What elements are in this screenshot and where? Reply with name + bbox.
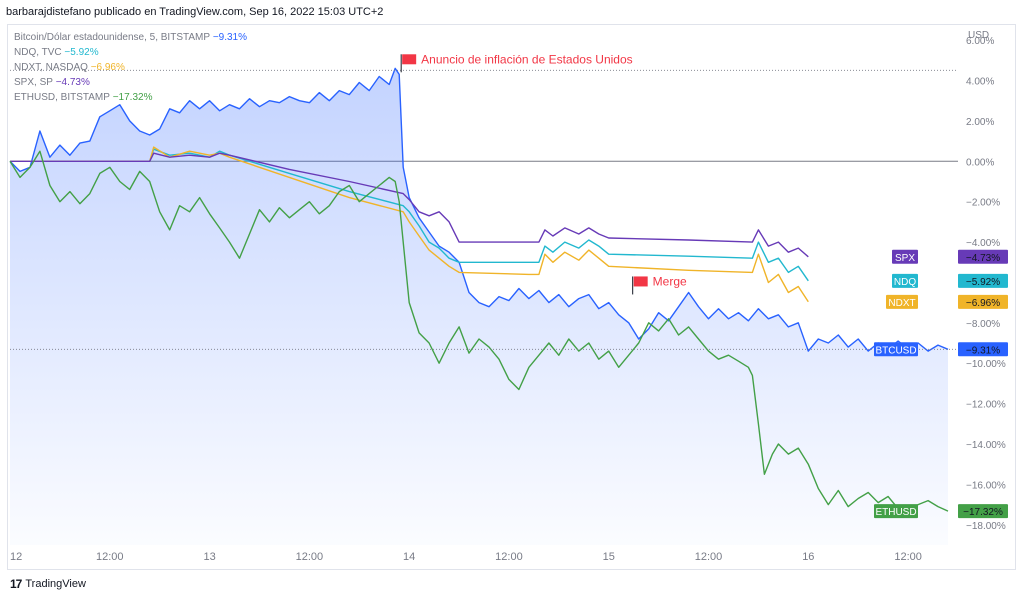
legend-value: −9.31% bbox=[212, 32, 248, 43]
last-value-tag-ndxt bbox=[958, 294, 1008, 309]
event-label: Merge bbox=[653, 274, 687, 288]
y-tick-label: 6.00% bbox=[966, 36, 994, 47]
last-name-tag-spx bbox=[892, 249, 918, 264]
legend-value: −17.32% bbox=[112, 92, 153, 103]
y-tick-label: −14.00% bbox=[966, 440, 1006, 451]
y-tick-label: −18.00% bbox=[966, 521, 1006, 532]
legend-row-ethusd[interactable]: ETHUSD, BITSTAMP −17.32% bbox=[14, 90, 247, 105]
legend-value: −5.92% bbox=[64, 47, 99, 58]
legend-row-spx[interactable]: SPX, SP −4.73% bbox=[14, 75, 247, 90]
last-name-label: NDXT bbox=[888, 298, 915, 309]
legend-value: −6.96% bbox=[90, 62, 125, 73]
legend-name: ETHUSD, BITSTAMP bbox=[14, 92, 110, 103]
series-line-spx bbox=[10, 152, 809, 258]
y-tick-label: 4.00% bbox=[966, 76, 994, 87]
last-name-tag-ndxt bbox=[886, 294, 918, 309]
last-value-label: −4.73% bbox=[966, 253, 1000, 264]
tradingview-logo-icon: 17 bbox=[10, 577, 22, 591]
legend-name: SPX, SP bbox=[14, 77, 53, 88]
last-value-tag-ndq bbox=[958, 273, 1008, 288]
last-value-label: −17.32% bbox=[963, 507, 1003, 518]
last-name-label: ETHUSD bbox=[875, 507, 916, 518]
last-value-tag-spx bbox=[958, 249, 1008, 264]
last-name-label: SPX bbox=[895, 253, 915, 264]
y-tick-label: −12.00% bbox=[966, 400, 1006, 411]
series-legend: Bitcoin/Dólar estadounidense, 5, BITSTAM… bbox=[14, 30, 247, 105]
y-tick-label: −16.00% bbox=[966, 480, 1006, 491]
chart-frame bbox=[7, 24, 1016, 570]
x-tick-label: 12:00 bbox=[894, 551, 922, 563]
x-tick-label: 12:00 bbox=[495, 551, 523, 563]
legend-name: Bitcoin/Dólar estadounidense, 5, BITSTAM… bbox=[14, 32, 211, 43]
y-tick-label: 0.00% bbox=[966, 157, 994, 168]
x-tick-label: 15 bbox=[603, 551, 615, 563]
event-flag-icon bbox=[402, 54, 417, 65]
series-area-btcusd bbox=[10, 68, 949, 546]
last-value-label: −5.92% bbox=[966, 277, 1000, 288]
legend-name: NDXT, NASDAQ bbox=[14, 62, 88, 73]
series-line-ndxt bbox=[10, 146, 809, 303]
y-axis-unit: USD bbox=[968, 30, 989, 41]
last-name-tag-ndq bbox=[892, 273, 918, 288]
last-value-label: −6.96% bbox=[966, 298, 1000, 309]
x-tick-label: 16 bbox=[802, 551, 814, 563]
x-tick-label: 12:00 bbox=[96, 551, 124, 563]
footer: 17 TradingView bbox=[10, 577, 86, 591]
event-label: Anuncio de inflación de Estados Unidos bbox=[421, 52, 632, 66]
x-tick-label: 13 bbox=[203, 551, 215, 563]
last-name-label: BTCUSD bbox=[875, 345, 916, 356]
last-value-label: −9.31% bbox=[966, 345, 1000, 356]
y-tick-label: 2.00% bbox=[966, 117, 994, 128]
publish-header: barbarajdistefano publicado en TradingVi… bbox=[6, 6, 384, 18]
y-tick-label: −8.00% bbox=[966, 319, 1000, 330]
legend-row-ndxt[interactable]: NDXT, NASDAQ −6.96% bbox=[14, 60, 247, 75]
last-name-tag-ethusd bbox=[874, 504, 918, 519]
legend-row-ndq[interactable]: NDQ, TVC −5.92% bbox=[14, 45, 247, 60]
y-tick-label: −2.00% bbox=[966, 198, 1000, 209]
legend-name: NDQ, TVC bbox=[14, 47, 62, 58]
last-name-label: NDQ bbox=[894, 277, 916, 288]
y-tick-label: −4.00% bbox=[966, 238, 1000, 249]
legend-row-btcusd[interactable]: Bitcoin/Dólar estadounidense, 5, BITSTAM… bbox=[14, 30, 247, 45]
last-value-tag-ethusd bbox=[958, 504, 1008, 519]
series-line-ethusd bbox=[9, 150, 949, 514]
last-name-tag-btcusd bbox=[874, 342, 918, 357]
legend-value: −4.73% bbox=[55, 77, 90, 88]
event-flag-icon bbox=[633, 276, 648, 287]
series-line-btcusd bbox=[9, 67, 949, 352]
x-tick-label: 12:00 bbox=[695, 551, 723, 563]
last-value-tag-btcusd bbox=[958, 342, 1008, 357]
x-tick-label: 12:00 bbox=[296, 551, 324, 563]
x-tick-label: 12 bbox=[10, 551, 22, 563]
footer-brand: TradingView bbox=[25, 578, 86, 590]
x-tick-label: 14 bbox=[403, 551, 415, 563]
y-tick-label: −10.00% bbox=[966, 359, 1006, 370]
